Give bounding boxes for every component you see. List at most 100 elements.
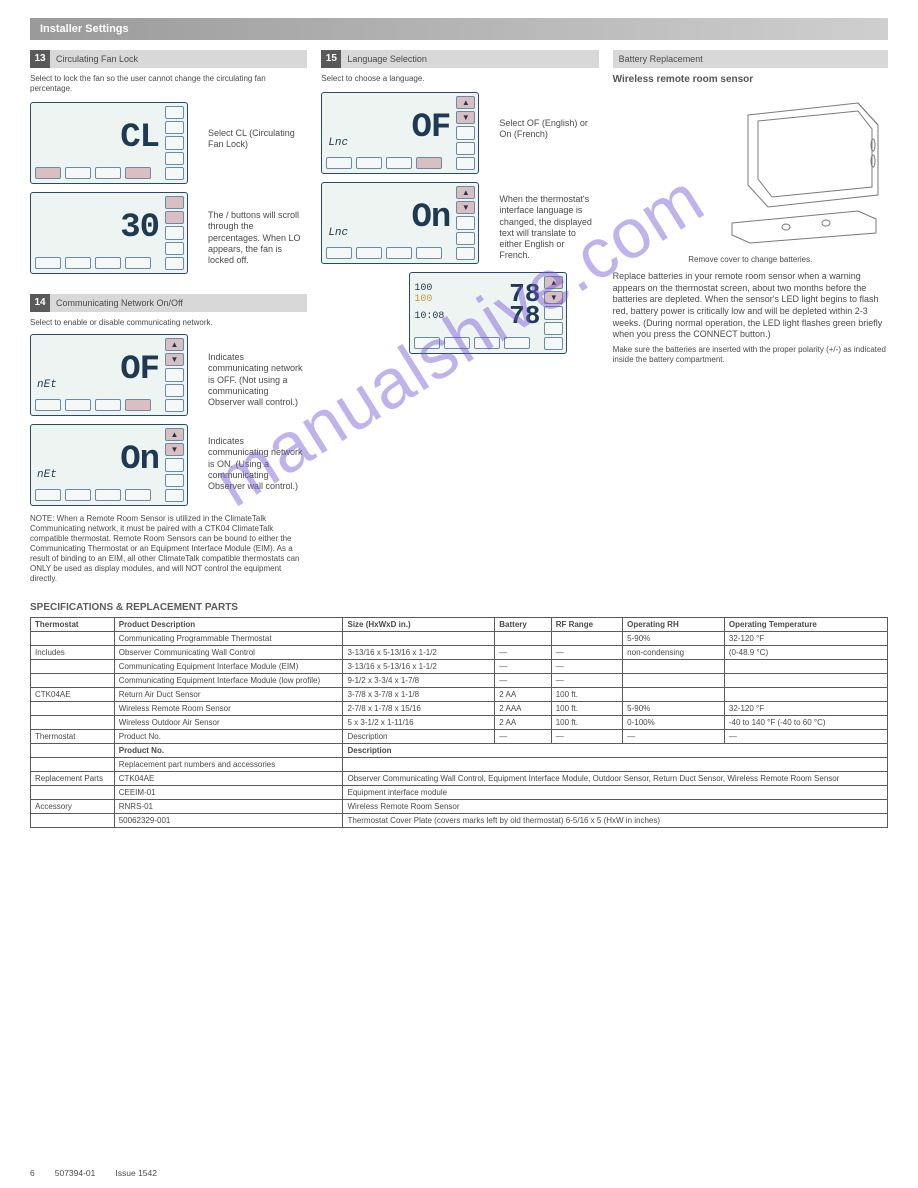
table-cell: Observer Communicating Wall Control [114,646,343,660]
table-cell: Accessory [31,800,115,814]
lcd-btn[interactable] [125,167,151,179]
lcd-btn[interactable] [35,257,61,269]
lcd14-1-label: nEt [37,379,57,391]
table-cell: Equipment interface module [343,786,888,800]
down-arrow-btn[interactable]: ▼ [456,201,475,214]
lcd-btn[interactable] [444,337,470,349]
up-arrow-btn[interactable]: ▲ [544,276,563,289]
footer-issue: Issue 1542 [115,1168,157,1178]
lcd-btn[interactable] [35,489,61,501]
lcd-btn[interactable] [474,337,500,349]
table-cell [31,716,115,730]
lcd-side-btn[interactable] [165,242,184,255]
lcd-side-btn[interactable] [544,322,563,335]
table-cell: Return Air Duct Sensor [114,688,343,702]
sec15-num: 15 [321,50,341,68]
lcd-side-btn[interactable] [165,474,184,487]
table-cell: Wireless Remote Room Sensor [343,800,888,814]
lcd-btn[interactable] [65,399,91,411]
lcd-btn[interactable] [95,167,121,179]
down-arrow-btn[interactable]: ▼ [544,291,563,304]
up-arrow-btn[interactable]: ▲ [456,186,475,199]
sec15-intro: Select to choose a language. [321,74,598,84]
table-cell: Wireless Remote Room Sensor [114,702,343,716]
lcd-btn[interactable] [95,257,121,269]
table-cell [343,632,495,646]
lcd-side-btn[interactable] [165,257,184,270]
lcd-btn[interactable] [386,157,412,169]
lcd-side-btn[interactable] [165,121,184,134]
down-arrow-btn[interactable]: ▼ [165,443,184,456]
table-cell [623,674,725,688]
lcd-side-btn[interactable] [456,142,475,155]
table-cell: — [551,660,622,674]
lcd-side-btn[interactable] [165,489,184,502]
lcd-btn[interactable] [386,247,412,259]
sec13-num: 13 [30,50,50,68]
lcd-side-btn[interactable] [165,384,184,397]
lcd-btn[interactable] [416,157,442,169]
lcd-side-btn[interactable] [165,136,184,149]
section-13-head: 13 Circulating Fan Lock [30,50,307,68]
lcd-side-btn[interactable] [165,167,184,180]
lcd-btn[interactable] [326,247,352,259]
lcd-btn[interactable] [416,247,442,259]
lcd-btn[interactable] [356,157,382,169]
table-cell [724,688,887,702]
table-cell [31,814,115,828]
lcd-side-btn[interactable] [165,368,184,381]
lcd-side-btn[interactable] [456,216,475,229]
lcd-side-btn[interactable] [165,106,184,119]
lcd-btn[interactable] [125,399,151,411]
table-cell: — [551,674,622,688]
lcd-side-btn[interactable] [165,152,184,165]
table-cell [495,632,551,646]
lcd-btn[interactable] [65,257,91,269]
table-cell: Replacement Parts [31,772,115,786]
spec-table: ThermostatProduct DescriptionSize (HxWxD… [30,617,888,828]
up-arrow-btn[interactable]: ▲ [456,96,475,109]
lcd13-1-desc: Select CL (Circulating Fan Lock) [208,128,304,151]
table-cell [31,702,115,716]
lcd-btn[interactable] [35,399,61,411]
lcd-side-btn[interactable] [456,126,475,139]
table-cell: CTK04AE [31,688,115,702]
lcd-side-btn[interactable] [456,232,475,245]
table-cell: 50062329-001 [114,814,343,828]
lcd-side-btn[interactable] [544,306,563,319]
down-arrow-btn[interactable]: ▼ [456,111,475,124]
lcd-btn[interactable] [356,247,382,259]
header-title: Installer Settings [40,23,129,35]
lcd-side-btn[interactable] [165,226,184,239]
table-cell: 32-120 °F [724,702,887,716]
lcd-side-btn[interactable] [544,337,563,350]
lcd14-2-label: nEt [37,469,57,481]
lcd-side-btn[interactable] [165,399,184,412]
lcd-side-btn[interactable] [165,211,184,224]
lcd-btn[interactable] [125,489,151,501]
lcd-btn[interactable] [125,257,151,269]
down-arrow-btn[interactable]: ▼ [165,353,184,366]
table-cell: 2 AA [495,716,551,730]
lcd-btn[interactable] [95,489,121,501]
table-cell: non-condensing [623,646,725,660]
lcd14-1-main: OF [120,351,159,389]
table-cell [724,674,887,688]
lcd-side-btn[interactable] [165,458,184,471]
up-arrow-btn[interactable]: ▲ [165,338,184,351]
lcd-side-btn[interactable] [165,196,184,209]
lcd-btn[interactable] [65,167,91,179]
page-footer: 6 507394-01 Issue 1542 [30,1168,157,1178]
lcd-side-btn[interactable] [456,157,475,170]
table-cell: — [623,730,725,744]
lcd-btn[interactable] [35,167,61,179]
up-arrow-btn[interactable]: ▲ [165,428,184,441]
lcd-btn[interactable] [95,399,121,411]
lcd-btn[interactable] [504,337,530,349]
lcd-side-btn[interactable] [456,247,475,260]
lcd-btn[interactable] [65,489,91,501]
lcd-btn[interactable] [326,157,352,169]
lcd15-2-desc: When the thermostat's interface language… [499,194,595,262]
lcd-btn[interactable] [414,337,440,349]
table-cell: — [495,660,551,674]
